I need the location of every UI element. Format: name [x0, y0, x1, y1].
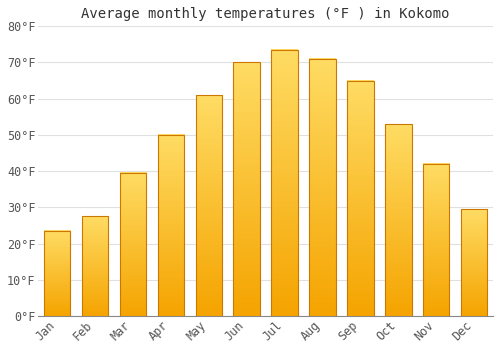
Bar	[196, 95, 222, 316]
Bar	[461, 209, 487, 316]
Bar	[272, 50, 298, 316]
Bar	[158, 135, 184, 316]
Bar	[423, 164, 450, 316]
Bar	[461, 209, 487, 316]
Bar	[44, 231, 70, 316]
Bar	[347, 80, 374, 316]
Bar	[82, 216, 108, 316]
Bar	[44, 231, 70, 316]
Bar	[234, 63, 260, 316]
Bar	[347, 80, 374, 316]
Bar	[272, 50, 298, 316]
Bar	[423, 164, 450, 316]
Bar	[309, 59, 336, 316]
Bar	[120, 173, 146, 316]
Bar	[385, 124, 411, 316]
Bar	[196, 95, 222, 316]
Bar	[234, 63, 260, 316]
Bar	[158, 135, 184, 316]
Bar	[120, 173, 146, 316]
Title: Average monthly temperatures (°F ) in Kokomo: Average monthly temperatures (°F ) in Ko…	[82, 7, 450, 21]
Bar	[82, 216, 108, 316]
Bar	[309, 59, 336, 316]
Bar	[385, 124, 411, 316]
